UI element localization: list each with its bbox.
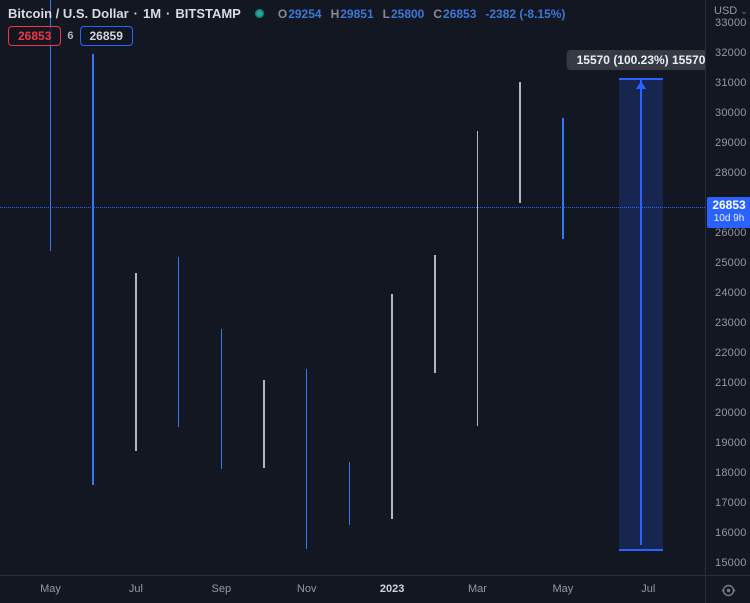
price-tick-label: 25000	[715, 257, 747, 270]
price-tick-label: 16000	[715, 527, 747, 539]
price-tick-label: 22000	[715, 347, 747, 360]
candle-wick	[348, 461, 351, 526]
last-price-value: 26853	[712, 198, 746, 213]
price-tick-label: 28000	[715, 167, 747, 180]
price-tick-label: 29000	[715, 137, 747, 150]
current-price-line	[0, 207, 705, 209]
change-value: -2382 (-8.15%)	[485, 6, 566, 21]
time-tick-label: Jul	[641, 583, 656, 595]
candle-wick	[562, 117, 564, 240]
title-separator: ·	[133, 6, 138, 21]
price-tick-label: 26000	[715, 227, 747, 240]
low-label: L	[382, 6, 390, 21]
ask-price-button[interactable]: 26859	[79, 26, 133, 46]
price-tick-label: 17000	[715, 497, 747, 509]
title-separator: ·	[166, 6, 171, 21]
time-tick-label: 2023	[379, 583, 405, 595]
candle-wick	[263, 380, 265, 468]
price-tick-label: 23000	[715, 317, 747, 330]
bid-price: 26853	[18, 29, 52, 43]
candle-wick	[305, 368, 308, 549]
scales-corner	[705, 575, 750, 603]
high-label: H	[330, 6, 340, 21]
market-status-icon	[254, 9, 264, 18]
last-price-badge: 26853 10d 9h	[707, 197, 750, 228]
price-axis[interactable]: USD ⌄ 26853 10d 9h 33000 32000 31000 30000 2…	[705, 0, 750, 575]
candle-wick	[220, 329, 223, 469]
high-value: 29851	[340, 6, 374, 21]
symbol-name: Bitcoin / U.S. Dollar	[8, 6, 129, 21]
low-value: 25800	[390, 6, 425, 21]
currency-label: USD	[714, 5, 738, 17]
time-tick-label: May	[552, 583, 574, 595]
candle-wick	[177, 257, 180, 428]
symbol-title[interactable]: Bitcoin / U.S. Dollar · 1M · BITSTAMP	[8, 6, 241, 21]
gear-icon	[721, 584, 736, 596]
interval-label: 1M	[142, 6, 162, 21]
bid-price-button[interactable]: 26853	[8, 26, 62, 46]
scales-settings-button[interactable]	[721, 583, 736, 598]
candles-layer	[49, 0, 564, 549]
open-label: O	[277, 6, 288, 21]
time-tick-label: Jul	[128, 583, 143, 595]
price-range-label: 15570 (100.23%) 15570	[566, 50, 705, 70]
time-tick-label: Sep	[211, 583, 232, 595]
ohlc-readout: O 29254 H 29851 L 25800 C 26853 -2382 (-8.15…	[278, 7, 566, 21]
arrow-up-icon	[636, 81, 646, 89]
close-value: 26853	[443, 6, 477, 21]
close-label: C	[433, 6, 443, 21]
candle-wick	[476, 131, 479, 426]
currency-selector[interactable]: USD ⌄	[714, 5, 748, 17]
price-tick-label: 21000	[715, 377, 747, 390]
price-range-centerline	[640, 80, 642, 545]
candle-wick	[49, 0, 52, 252]
price-tick-label: 32000	[715, 47, 747, 60]
price-tick-label: 33000	[715, 17, 747, 30]
spread-value: 6	[67, 30, 74, 42]
open-value: 29254	[288, 6, 322, 21]
chevron-down-icon: ⌄	[740, 5, 748, 16]
price-tick-label: 31000	[715, 77, 747, 90]
time-tick-label: Mar	[468, 583, 487, 595]
time-tick-label: Nov	[296, 583, 317, 595]
price-tick-label: 19000	[715, 437, 747, 450]
chart-pane[interactable]: 15570 (100.23%) 15570 Bitcoin / U.S. Dol…	[0, 0, 705, 575]
candle-wick	[519, 81, 521, 204]
ask-price: 26859	[89, 29, 123, 43]
time-tick-label: May	[40, 583, 61, 595]
candle-wick	[92, 53, 94, 485]
candle-wick	[391, 294, 393, 520]
time-axis[interactable]: May Jul Sep Nov 2023 Mar May Jul	[0, 575, 705, 603]
price-tick-label: 24000	[715, 287, 747, 300]
bar-countdown: 10d 9h	[713, 213, 745, 225]
candle-wick	[434, 254, 436, 373]
exchange-label: BITSTAMP	[175, 6, 241, 21]
price-tick-label: 30000	[715, 107, 747, 120]
price-tick-label: 15000	[715, 557, 747, 569]
candle-wick	[135, 272, 137, 451]
price-tick-label: 18000	[715, 467, 747, 480]
price-tick-label: 20000	[715, 407, 747, 420]
